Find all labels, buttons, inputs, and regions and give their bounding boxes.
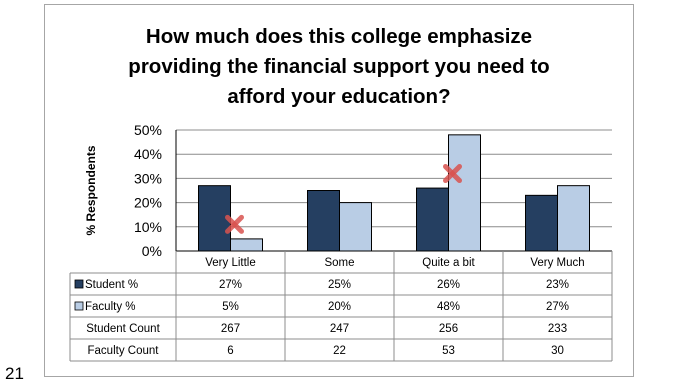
table-cell: 247 [330, 323, 349, 335]
x-tick-label: Some [324, 257, 354, 269]
y-tick-label: 30% [134, 170, 162, 186]
bar-faculty [230, 238, 263, 252]
table-cell: 48% [437, 301, 460, 313]
table-cell: 5% [222, 301, 239, 313]
table-cell: 256 [439, 323, 458, 335]
table-cell: 23% [546, 279, 569, 291]
y-axis-label: % Respondents [84, 145, 98, 235]
x-marker-icon [443, 164, 462, 184]
y-tick-label: 0% [142, 243, 162, 259]
y-tick-label: 50% [134, 122, 162, 138]
y-tick-label: 40% [134, 146, 162, 162]
bar-student [416, 187, 449, 252]
table-cell: 233 [548, 323, 567, 335]
table-cell: 22 [333, 345, 346, 357]
table-cell: 20% [328, 301, 351, 313]
chart-title: How much does this college emphasize pro… [44, 22, 634, 112]
x-tick-label: Very Much [530, 257, 584, 269]
row-label: Faculty Count [88, 345, 160, 357]
bar-student [525, 194, 558, 252]
legend-swatch-student [74, 279, 84, 289]
table-cell: 26% [437, 279, 460, 291]
table-cell: 27% [219, 279, 242, 291]
chart-title-line: providing the financial support you need… [128, 55, 550, 78]
y-tick-label: 10% [134, 219, 162, 235]
chart-title-line: How much does this college emphasize [145, 25, 533, 48]
table-cell: 53 [442, 345, 455, 357]
table-cell: 25% [328, 279, 351, 291]
legend-swatch-faculty [74, 301, 84, 311]
bar-faculty [448, 134, 481, 252]
x-tick-label: Very Little [205, 257, 256, 269]
chart-title-line: afford your education? [227, 85, 451, 108]
table-cell: 30 [551, 345, 564, 357]
x-marker-icon [225, 214, 244, 234]
row-label: Student Count [86, 323, 160, 335]
slide-number: 21 [5, 364, 24, 383]
table-cell: 267 [221, 323, 240, 335]
x-tick-label: Quite a bit [422, 257, 475, 269]
bar-student [307, 190, 340, 252]
y-tick-label: 20% [134, 195, 162, 211]
table-cell: 27% [546, 301, 569, 313]
bar-student [198, 185, 231, 252]
table-cell: 6 [227, 345, 233, 357]
row-label: Faculty % [85, 301, 136, 313]
bar-faculty [339, 202, 372, 252]
row-label: Student % [85, 279, 138, 291]
bar-faculty [557, 185, 590, 252]
